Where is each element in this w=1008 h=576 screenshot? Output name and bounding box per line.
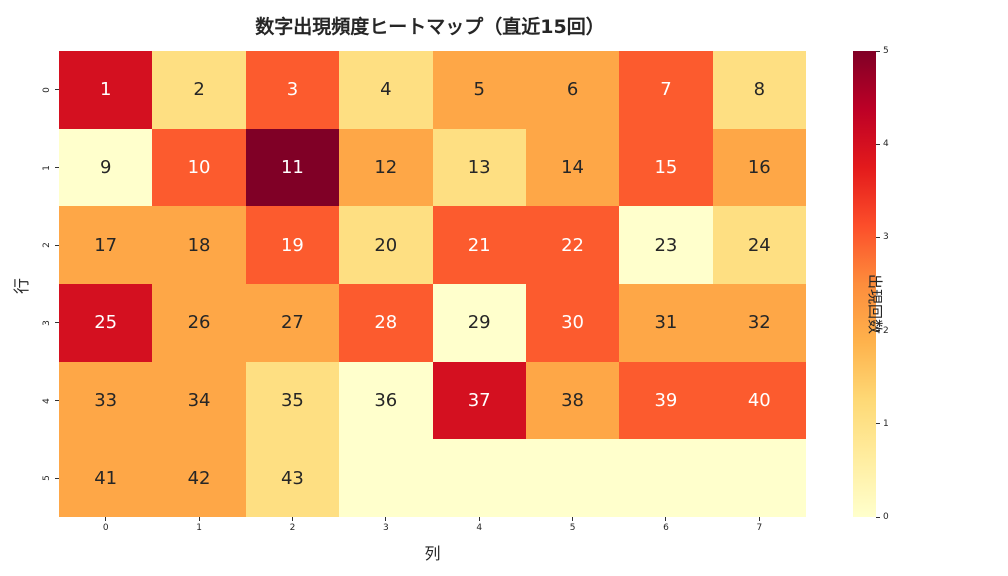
heatmap-cell: 20 bbox=[339, 206, 433, 284]
y-tick: 1 bbox=[36, 158, 59, 178]
x-axis-label: 列 bbox=[424, 544, 441, 563]
heatmap-cell: 12 bbox=[339, 128, 433, 207]
heatmap-cell: 24 bbox=[712, 206, 806, 284]
heatmap-cell: 19 bbox=[245, 206, 340, 284]
colorbar-tick: 3 bbox=[876, 231, 889, 243]
heatmap-cell: 41 bbox=[59, 439, 153, 517]
heatmap-cell bbox=[525, 439, 620, 517]
colorbar-tick: 1 bbox=[876, 418, 889, 430]
heatmap-cell: 25 bbox=[59, 283, 153, 362]
heatmap-cell: 35 bbox=[245, 361, 340, 440]
x-tick: 4 bbox=[469, 517, 489, 533]
x-tick: 1 bbox=[189, 517, 209, 533]
heatmap-cell: 40 bbox=[712, 361, 806, 440]
heatmap-cell: 7 bbox=[619, 51, 713, 129]
heatmap-cell: 10 bbox=[152, 128, 246, 207]
heatmap-cell: 13 bbox=[432, 128, 526, 207]
heatmap-cell: 21 bbox=[432, 206, 526, 284]
x-tick: 3 bbox=[376, 517, 396, 533]
heatmap-cell: 2 bbox=[152, 51, 246, 129]
heatmap-cell: 18 bbox=[152, 206, 246, 284]
heatmap-cell: 6 bbox=[525, 51, 620, 129]
heatmap-cell: 16 bbox=[712, 128, 806, 207]
heatmap-cell: 9 bbox=[59, 128, 153, 207]
heatmap-cell: 27 bbox=[245, 283, 340, 362]
heatmap-cell bbox=[712, 439, 806, 517]
heatmap-cell: 33 bbox=[59, 361, 153, 440]
heatmap-cell: 43 bbox=[245, 439, 340, 517]
y-tick: 5 bbox=[36, 468, 59, 488]
heatmap-cell: 22 bbox=[525, 206, 620, 284]
heatmap-cell: 36 bbox=[339, 361, 433, 440]
heatmap-cell: 14 bbox=[525, 128, 620, 207]
chart-title: 数字出現頻度ヒートマップ（直近15回） bbox=[255, 16, 605, 38]
heatmap-cell: 4 bbox=[339, 51, 433, 129]
colorbar bbox=[853, 51, 876, 517]
heatmap-cell: 31 bbox=[619, 283, 713, 362]
y-tick: 0 bbox=[36, 80, 59, 100]
heatmap-cell: 1 bbox=[59, 51, 153, 129]
y-axis-label: 行 bbox=[12, 277, 32, 295]
heatmap-cell: 11 bbox=[245, 128, 340, 207]
colorbar-tick: 5 bbox=[876, 45, 889, 57]
colorbar-tick: 2 bbox=[876, 325, 889, 337]
heatmap-cell: 15 bbox=[619, 128, 713, 207]
heatmap-cell: 37 bbox=[432, 361, 526, 440]
heatmap-cell: 30 bbox=[525, 283, 620, 362]
heatmap-cell: 23 bbox=[619, 206, 713, 284]
y-tick: 4 bbox=[36, 391, 59, 411]
x-tick: 0 bbox=[96, 517, 116, 533]
colorbar-tick: 4 bbox=[876, 138, 889, 150]
heatmap-cell: 34 bbox=[152, 361, 246, 440]
heatmap-cell: 32 bbox=[712, 283, 806, 362]
heatmap-cell: 26 bbox=[152, 283, 246, 362]
heatmap-cell: 8 bbox=[712, 51, 806, 129]
colorbar-label: 出現回数 bbox=[866, 274, 884, 335]
heatmap-cell: 38 bbox=[525, 361, 620, 440]
heatmap-cell: 5 bbox=[432, 51, 526, 129]
x-tick: 5 bbox=[563, 517, 583, 533]
heatmap-cell: 39 bbox=[619, 361, 713, 440]
x-tick: 7 bbox=[749, 517, 769, 533]
y-tick: 3 bbox=[36, 313, 59, 333]
heatmap-cell: 29 bbox=[432, 283, 526, 362]
heatmap-cell: 28 bbox=[339, 283, 433, 362]
heatmap-cell bbox=[619, 439, 713, 517]
x-tick: 2 bbox=[282, 517, 302, 533]
y-tick: 2 bbox=[36, 235, 59, 255]
heatmap-grid: 1 2 3 4 5 6 7 8 9 10 11 12 13 14 15 16 17 18 19 20 21 22 23 24 2… bbox=[59, 51, 806, 517]
heatmap-cell: 42 bbox=[152, 439, 246, 517]
colorbar-tick: 0 bbox=[876, 511, 889, 523]
heatmap-cell bbox=[432, 439, 526, 517]
heatmap-cell: 3 bbox=[245, 51, 340, 129]
x-tick: 6 bbox=[656, 517, 676, 533]
heatmap-cell bbox=[339, 439, 433, 517]
heatmap-cell: 17 bbox=[59, 206, 153, 284]
